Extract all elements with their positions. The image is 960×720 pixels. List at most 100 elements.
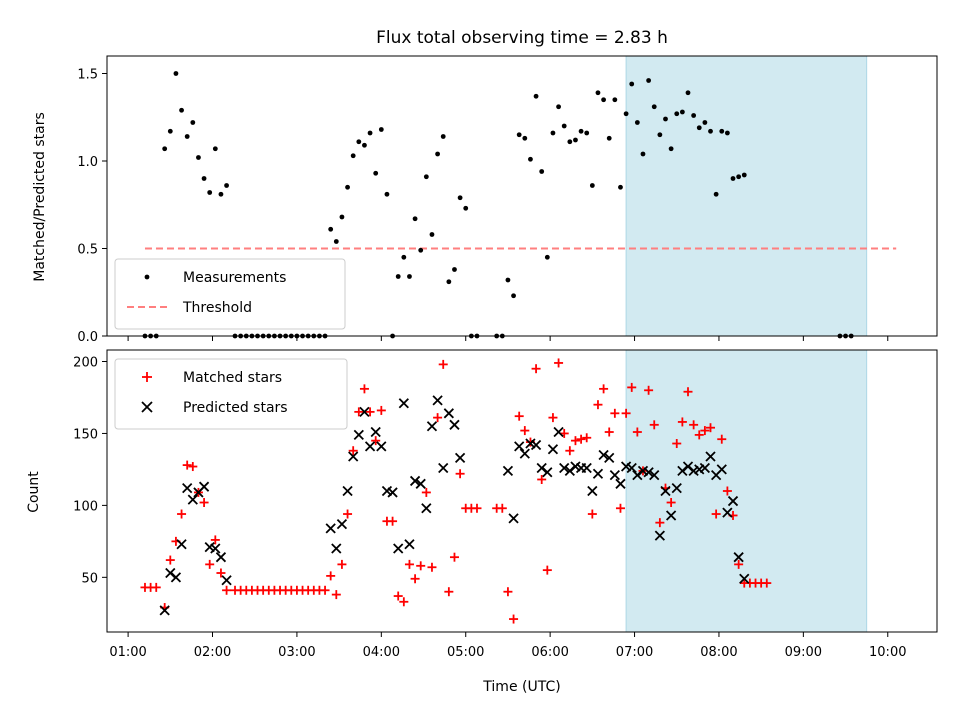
x-b: [336, 518, 348, 530]
matched-star-point: [700, 426, 710, 436]
predicted-star-point: [626, 462, 637, 474]
top-y-axis-label: Matched/Predicted stars: [32, 112, 48, 282]
matched-star-point: [151, 582, 161, 592]
predicted-star-point: [604, 452, 615, 464]
matched-star-point: [706, 423, 716, 433]
predicted-star-point: [519, 448, 530, 459]
matched-star-point: [449, 552, 459, 562]
predicted-star-point: [215, 552, 227, 563]
x-b: [387, 487, 398, 498]
matched-star-point: [165, 555, 175, 565]
x-b: [421, 503, 432, 514]
matched-star-point: [438, 359, 448, 369]
matched-star-point: [177, 509, 187, 519]
matched-star-point: [514, 411, 524, 421]
x-b: [615, 478, 626, 489]
measurement-point: [544, 254, 550, 260]
predicted-star-point: [187, 494, 198, 505]
measurement-point: [378, 127, 384, 132]
predicted-star-point: [587, 485, 598, 497]
y-tick-label: 100: [73, 499, 98, 514]
predicted-star-point: [454, 452, 466, 464]
y-tick-label: 50: [81, 571, 98, 586]
predicted-star-point: [348, 451, 359, 462]
measurement-point: [696, 125, 702, 131]
series-matched-stars: [140, 358, 772, 624]
predicted-star-point: [542, 467, 553, 478]
predicted-star-point: [632, 470, 643, 481]
measurement-point: [350, 153, 356, 159]
measurement-point: [412, 216, 418, 222]
x-b: [409, 475, 421, 487]
matched-star-point: [615, 503, 625, 513]
matched-star-point: [393, 591, 403, 601]
matched-star-point: [554, 358, 564, 368]
plot-frame: [106, 349, 938, 633]
x-tick-label: 09:00: [785, 645, 822, 660]
legend: Measurements Threshold: [114, 258, 346, 330]
x-b: [654, 530, 666, 541]
predicted-star-point: [198, 481, 210, 492]
matched-star-point: [520, 426, 530, 436]
x-b: [449, 419, 460, 430]
predicted-star-point: [221, 575, 232, 586]
matched-star-point: [210, 535, 220, 545]
x-b: [404, 539, 415, 550]
measurement-point: [578, 128, 584, 134]
legend-entry-label: Measurements: [183, 270, 286, 286]
x-b: [221, 575, 232, 586]
x-b: [159, 605, 170, 616]
x-b: [739, 573, 750, 584]
predicted-star-point: [404, 539, 415, 550]
predicted-star-point: [592, 468, 604, 479]
measurement-point: [561, 123, 567, 129]
matched-star-point: [388, 516, 398, 526]
predicted-star-point: [502, 465, 514, 476]
x-b: [398, 398, 409, 409]
predicted-star-point: [609, 470, 620, 481]
predicted-star-point: [409, 475, 421, 487]
matched-star-point: [472, 503, 482, 513]
x-b: [705, 451, 716, 462]
measurement-point: [207, 190, 213, 195]
x-b: [733, 552, 744, 563]
legend-entry-label: Matched stars: [183, 370, 282, 386]
matched-star-point: [621, 408, 631, 418]
ratio-panel: 0.0 0.5 1.0 1.5 Measurements Threshold: [77, 55, 938, 345]
predicted-star-point: [559, 462, 570, 474]
measurement-point: [463, 205, 469, 211]
matched-star-point: [365, 407, 375, 417]
matched-star-point: [216, 568, 226, 578]
matched-star-point: [427, 562, 437, 572]
plot-frame: [106, 55, 938, 337]
measurement-point: [423, 174, 429, 180]
x-b: [722, 507, 733, 518]
matched-star-point: [570, 436, 580, 446]
measurement-point: [539, 169, 545, 174]
measurement-point: [528, 156, 533, 162]
matched-star-point: [644, 385, 654, 395]
predicted-star-point: [739, 573, 750, 584]
measurement-point: [719, 128, 725, 134]
measurement-point: [212, 146, 218, 152]
predicted-star-point: [364, 441, 376, 452]
y-tick-label: 0.0: [77, 330, 98, 345]
predicted-star-point: [654, 530, 666, 541]
measurement-point: [418, 247, 424, 253]
x-b: [170, 572, 182, 583]
matched-star-point: [565, 446, 575, 456]
x-b: [348, 451, 359, 462]
matched-star-point: [455, 469, 465, 479]
x-b: [325, 523, 336, 534]
predicted-star-point: [210, 543, 221, 554]
predicted-star-point: [581, 462, 592, 474]
matched-star-point: [199, 498, 209, 508]
legend-marker-predicted-b: [141, 401, 153, 413]
x-b: [525, 438, 536, 449]
predicted-star-point: [438, 462, 449, 474]
matched-star-point: [371, 436, 381, 446]
x-b: [587, 485, 598, 497]
measurement-point: [511, 293, 516, 299]
x-b: [342, 485, 353, 497]
x-b: [438, 462, 449, 474]
